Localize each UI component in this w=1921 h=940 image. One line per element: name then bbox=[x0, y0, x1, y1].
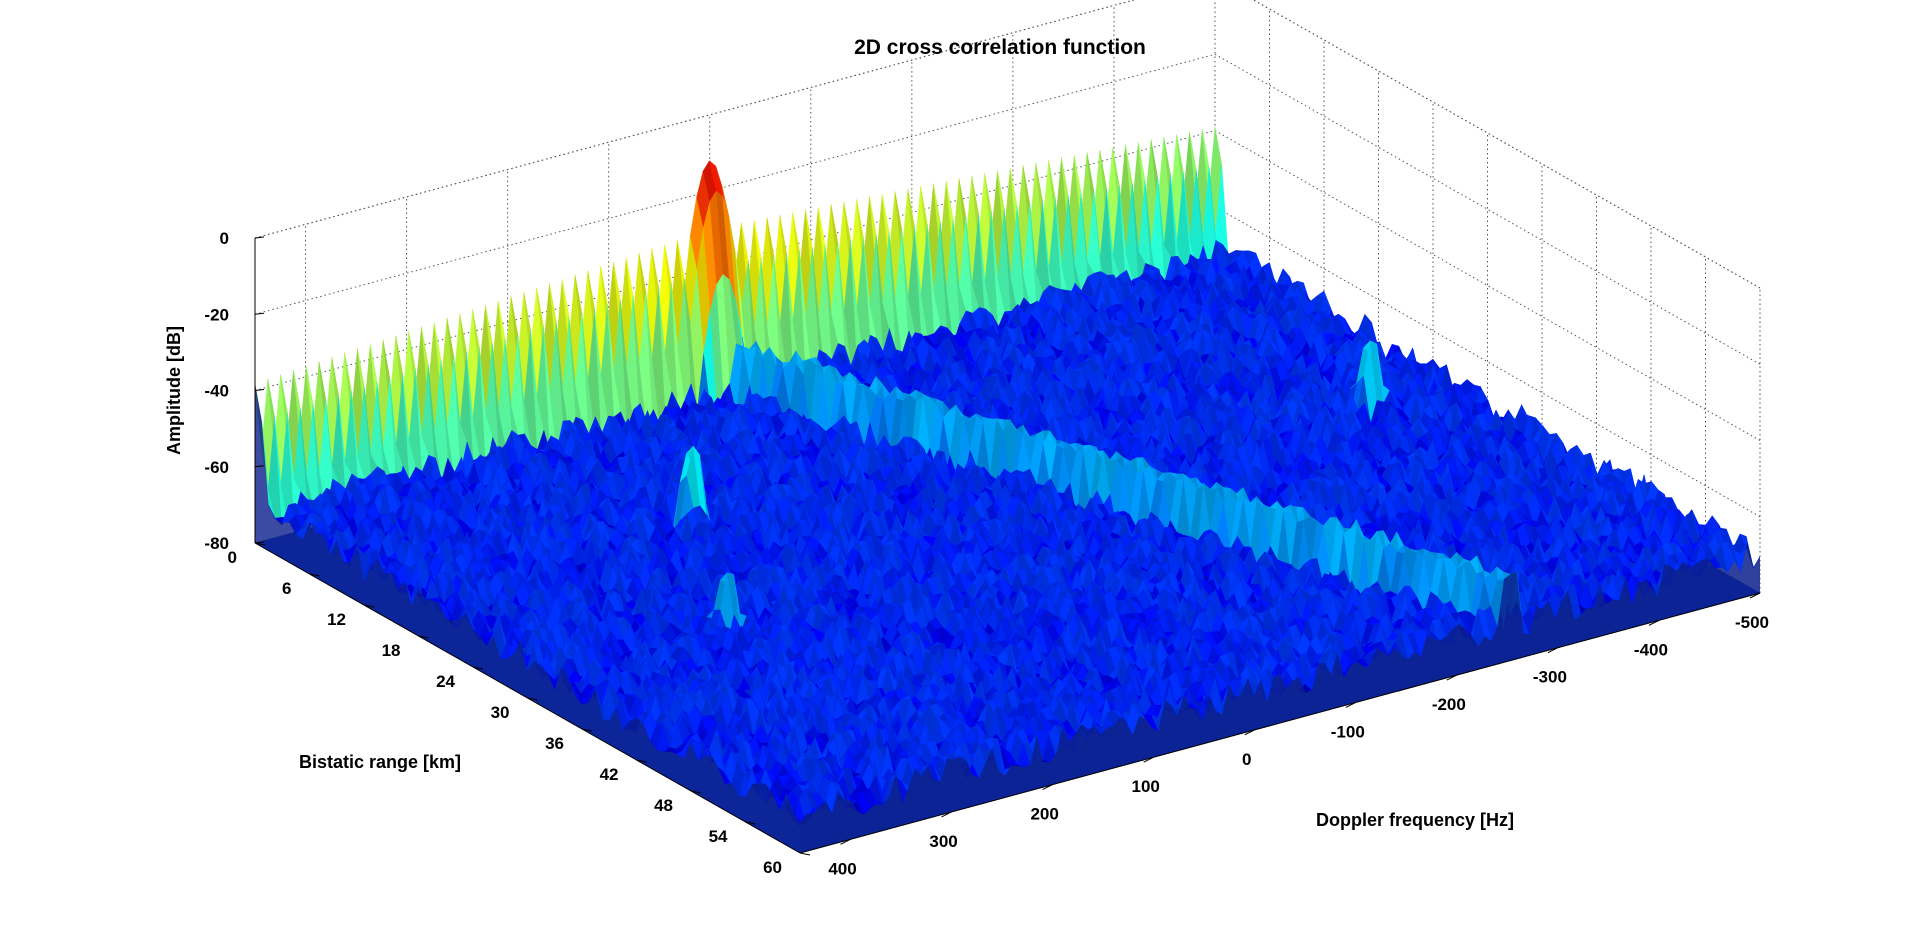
surface-plot bbox=[254, 126, 1761, 853]
grid-line-z bbox=[254, 53, 1761, 365]
back-frame-edge bbox=[1252, 0, 1761, 289]
back-frame-edge bbox=[254, 0, 1136, 239]
